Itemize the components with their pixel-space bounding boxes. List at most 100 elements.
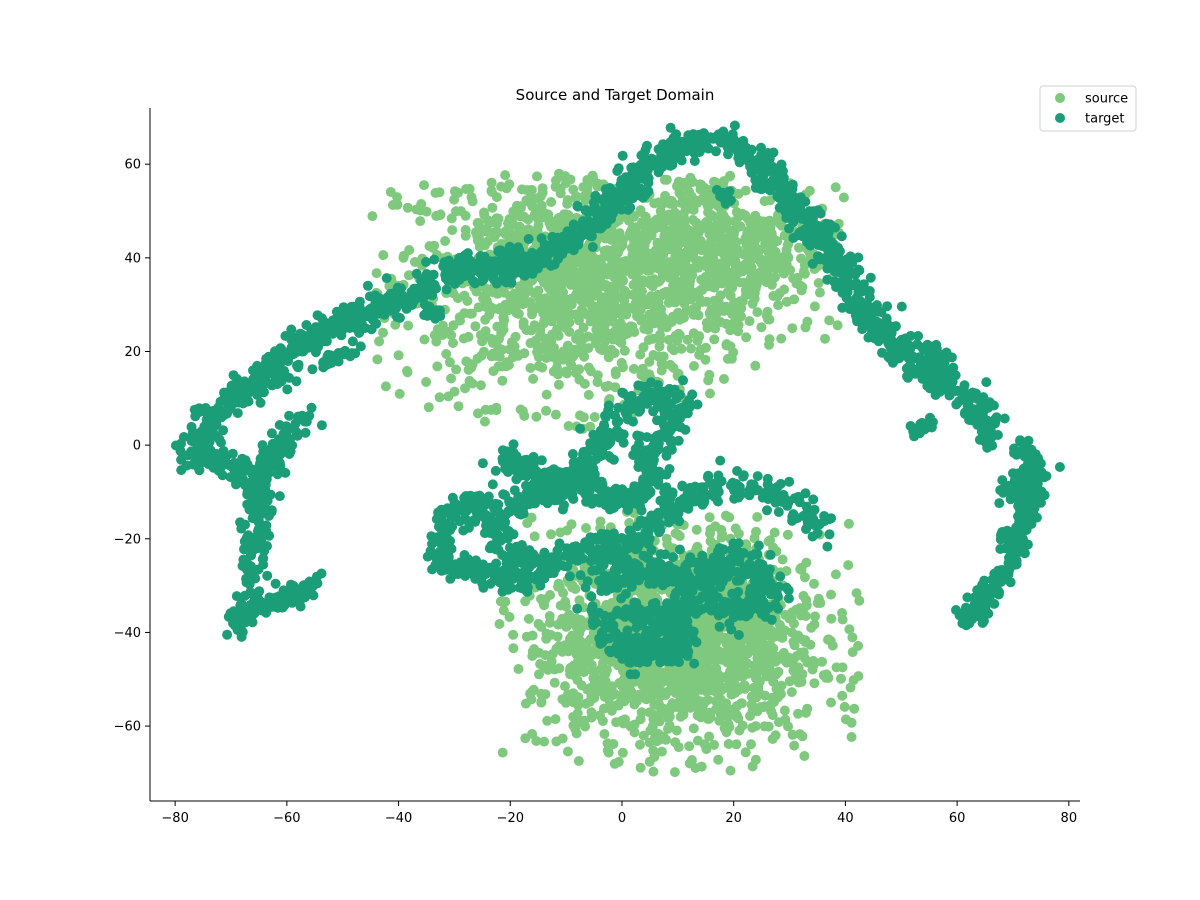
target-point — [523, 234, 534, 244]
source-point — [801, 600, 812, 611]
target-point — [254, 524, 264, 534]
source-point — [541, 405, 552, 416]
source-point — [479, 416, 490, 427]
source-point — [385, 187, 396, 197]
source-point — [725, 765, 736, 776]
source-point — [750, 234, 761, 245]
source-point — [705, 388, 715, 399]
source-point — [480, 314, 491, 325]
source-point — [600, 344, 610, 355]
source-point — [560, 314, 571, 325]
target-point — [340, 319, 351, 330]
source-point — [532, 171, 542, 182]
source-point — [589, 412, 600, 422]
source-point — [805, 639, 816, 650]
target-point — [823, 227, 834, 238]
source-point — [443, 391, 454, 402]
target-point — [836, 263, 847, 274]
source-point — [709, 282, 720, 293]
source-point — [550, 409, 561, 420]
source-point — [491, 213, 502, 224]
target-point — [642, 165, 653, 175]
source-point — [429, 240, 440, 251]
source-point — [654, 216, 665, 227]
source-point — [554, 663, 565, 674]
target-point — [567, 241, 577, 252]
source-point — [744, 643, 755, 654]
source-point — [788, 636, 799, 647]
source-point — [669, 207, 680, 218]
source-point — [721, 259, 731, 270]
source-point — [682, 264, 693, 275]
source-point — [578, 182, 589, 193]
source-point — [682, 334, 693, 345]
source-point — [725, 341, 736, 352]
source-point — [691, 228, 702, 238]
source-point — [497, 375, 508, 386]
source-point — [557, 613, 568, 624]
source-point — [589, 253, 600, 264]
source-point — [599, 729, 610, 739]
source-point — [748, 667, 759, 678]
source-point — [497, 747, 508, 758]
target-point — [284, 410, 295, 421]
source-point — [577, 332, 587, 343]
target-point — [613, 163, 624, 174]
source-point — [795, 647, 806, 658]
source-point — [419, 334, 430, 345]
source-point — [460, 210, 471, 221]
source-point — [728, 251, 738, 262]
source-point — [372, 354, 383, 365]
source-point — [695, 184, 706, 195]
target-point — [765, 185, 775, 196]
source-point — [536, 696, 547, 707]
target-point — [274, 360, 285, 371]
source-point — [691, 524, 702, 535]
source-point — [697, 297, 708, 307]
source-point — [688, 668, 699, 679]
source-point — [513, 664, 524, 674]
source-point — [744, 316, 755, 327]
source-point — [557, 694, 568, 705]
source-point — [785, 613, 796, 624]
target-point — [372, 292, 383, 302]
target-point — [844, 299, 855, 310]
source-point — [497, 319, 508, 330]
target-point — [981, 377, 992, 388]
target-point — [264, 530, 275, 541]
source-point — [525, 363, 536, 373]
source-point — [486, 333, 497, 344]
source-point — [437, 330, 448, 340]
source-point — [638, 730, 649, 741]
target-point — [726, 142, 737, 153]
source-point — [848, 675, 859, 686]
source-point — [586, 664, 597, 675]
source-point — [531, 303, 542, 314]
target-point — [228, 380, 239, 391]
source-point — [584, 292, 594, 303]
target-point — [562, 226, 573, 237]
source-point — [743, 213, 753, 224]
source-point — [752, 307, 763, 318]
target-point — [458, 260, 469, 271]
source-point — [711, 297, 722, 308]
source-point — [452, 293, 463, 304]
source-point — [562, 368, 572, 379]
source-point — [534, 669, 544, 680]
source-point — [434, 392, 445, 403]
source-point — [665, 359, 676, 370]
source-point — [545, 617, 555, 628]
source-point — [789, 294, 800, 305]
source-point — [430, 187, 441, 198]
source-point — [574, 374, 585, 385]
source-point — [750, 754, 761, 765]
source-point — [555, 527, 566, 538]
source-point — [649, 733, 660, 744]
source-point — [590, 338, 601, 349]
target-point — [383, 297, 394, 308]
source-point — [810, 611, 820, 622]
source-point — [545, 284, 556, 295]
source-point — [776, 333, 787, 344]
source-point — [562, 198, 573, 209]
source-point — [794, 242, 804, 253]
